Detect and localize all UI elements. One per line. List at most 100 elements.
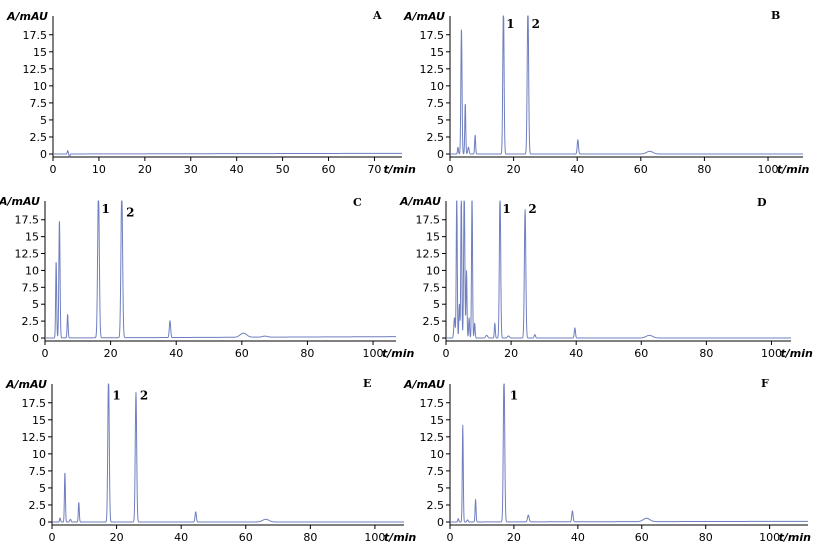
peak-label: 1 xyxy=(102,202,110,216)
x-tick-label: 60 xyxy=(635,531,649,544)
x-axis-label: t/min xyxy=(382,347,415,360)
y-tick-label: 15 xyxy=(33,46,47,59)
x-tick-label: 10 xyxy=(92,163,106,176)
y-axis-label: A/mAU xyxy=(403,378,445,391)
panel-letter: D xyxy=(757,196,767,209)
y-tick-label: 2.5 xyxy=(423,315,441,328)
y-tick-label: 2.5 xyxy=(427,131,445,144)
x-tick-label: 60 xyxy=(235,347,249,360)
y-tick-label: 17.5 xyxy=(420,397,445,410)
x-tick-label: 30 xyxy=(184,163,198,176)
y-tick-label: 15 xyxy=(430,46,444,59)
x-tick-label: 0 xyxy=(447,163,454,176)
y-tick-label: 2.5 xyxy=(427,499,445,512)
chromatogram-trace xyxy=(51,383,405,523)
y-tick-label: 7.5 xyxy=(22,281,40,294)
y-tick-label: 5 xyxy=(437,482,444,495)
x-tick-label: 20 xyxy=(507,531,521,544)
x-tick-label: 20 xyxy=(504,347,518,360)
y-axis-label: A/mAU xyxy=(5,378,47,391)
y-tick-label: 12.5 xyxy=(23,63,48,76)
x-tick-label: 0 xyxy=(443,347,450,360)
y-tick-label: 0 xyxy=(40,148,47,161)
y-axis-label: A/mAU xyxy=(0,195,40,208)
y-tick-label: 12.5 xyxy=(22,431,47,444)
y-tick-label: 0 xyxy=(437,516,444,529)
chromatogram-trace xyxy=(445,200,792,339)
panel-letter: B xyxy=(771,9,780,22)
y-tick-label: 7.5 xyxy=(427,465,445,478)
x-tick-label: 70 xyxy=(367,163,381,176)
y-tick-label: 2.5 xyxy=(29,499,47,512)
y-tick-label: 17.5 xyxy=(416,214,441,227)
x-tick-label: 100 xyxy=(759,531,780,544)
y-tick-label: 17.5 xyxy=(420,29,445,42)
x-tick-label: 80 xyxy=(303,531,317,544)
y-tick-label: 17.5 xyxy=(23,29,48,42)
chromatogram-trace xyxy=(44,200,397,339)
y-tick-label: 0 xyxy=(433,332,440,345)
peak-label: 1 xyxy=(112,388,120,402)
chromatogram-trace xyxy=(449,15,804,155)
peak-label: 2 xyxy=(528,202,536,216)
x-tick-label: 40 xyxy=(174,531,188,544)
y-tick-label: 10 xyxy=(32,448,46,461)
x-tick-label: 80 xyxy=(699,531,713,544)
x-tick-label: 40 xyxy=(570,163,584,176)
panel-letter: A xyxy=(372,9,382,22)
y-tick-label: 5 xyxy=(433,298,440,311)
y-tick-label: 17.5 xyxy=(22,397,47,410)
y-tick-label: 5 xyxy=(32,298,39,311)
y-tick-label: 17.5 xyxy=(15,214,40,227)
x-tick-label: 40 xyxy=(230,163,244,176)
y-tick-label: 12.5 xyxy=(15,248,40,261)
chromatogram-trace xyxy=(449,383,809,523)
x-tick-label: 50 xyxy=(276,163,290,176)
x-axis-label: t/min xyxy=(777,163,810,176)
y-tick-label: 7.5 xyxy=(427,97,445,110)
y-tick-label: 5 xyxy=(39,482,46,495)
x-tick-label: 0 xyxy=(49,531,56,544)
y-tick-label: 0 xyxy=(39,516,46,529)
x-tick-label: 0 xyxy=(50,163,57,176)
y-tick-label: 10 xyxy=(430,448,444,461)
peak-label: 2 xyxy=(532,17,540,31)
panel-a: 0 2.5 5 7.5 10 12.5 15 17.5 0 10 20 30 40 50 60 70 A/mAU… xyxy=(6,9,416,176)
panel-b: 0 2.5 5 7.5 10 12.5 15 17.5 0 20 40 60 80 100 A/mAU t/m… xyxy=(403,9,810,176)
y-tick-label: 7.5 xyxy=(29,465,47,478)
y-tick-label: 12.5 xyxy=(416,248,441,261)
x-axis-label: t/min xyxy=(779,531,812,544)
panel-e: 0 2.5 5 7.5 10 12.5 15 17.5 0 20 40 60 80 100 A/mAU t/m… xyxy=(5,377,416,544)
y-tick-label: 12.5 xyxy=(420,431,445,444)
peak-label: 1 xyxy=(506,17,514,31)
y-tick-label: 12.5 xyxy=(420,63,445,76)
x-axis-label: t/min xyxy=(384,531,417,544)
x-tick-label: 40 xyxy=(569,347,583,360)
x-tick-label: 60 xyxy=(322,163,336,176)
x-tick-label: 60 xyxy=(634,163,648,176)
peak-label: 2 xyxy=(126,205,134,219)
y-tick-label: 10 xyxy=(430,80,444,93)
x-tick-label: 20 xyxy=(138,163,152,176)
peak-label: 2 xyxy=(140,388,148,402)
x-tick-label: 20 xyxy=(110,531,124,544)
x-tick-label: 80 xyxy=(697,163,711,176)
y-tick-label: 0 xyxy=(32,332,39,345)
peak-label: 1 xyxy=(502,202,510,216)
x-tick-label: 100 xyxy=(761,347,782,360)
y-axis-label: A/mAU xyxy=(399,195,441,208)
y-tick-label: 15 xyxy=(430,414,444,427)
y-tick-label: 10 xyxy=(33,80,47,93)
x-tick-label: 0 xyxy=(447,531,454,544)
y-tick-label: 5 xyxy=(40,114,47,127)
x-tick-label: 0 xyxy=(42,347,49,360)
panel-letter: E xyxy=(363,377,371,390)
chromatogram-trace xyxy=(52,150,403,158)
y-tick-label: 15 xyxy=(426,231,440,244)
x-tick-label: 80 xyxy=(300,347,314,360)
y-tick-label: 7.5 xyxy=(423,281,441,294)
x-tick-label: 20 xyxy=(104,347,118,360)
x-tick-label: 100 xyxy=(363,347,384,360)
x-axis-label: t/min xyxy=(780,347,813,360)
